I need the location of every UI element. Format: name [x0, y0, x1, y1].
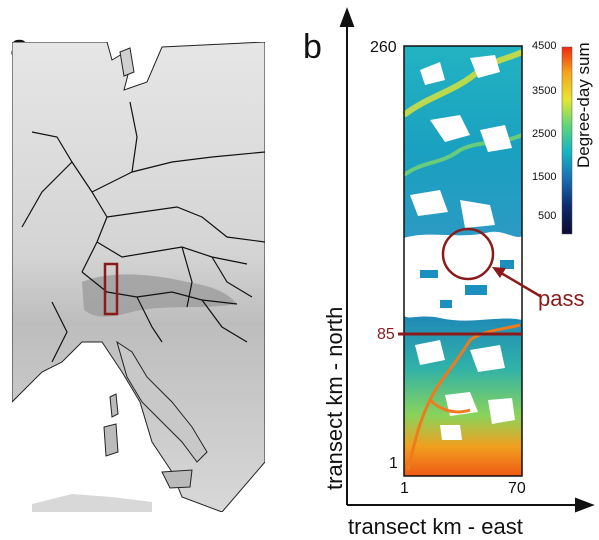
alps-relief: [82, 274, 237, 317]
pass-label: pass: [538, 286, 585, 311]
colorbar: [561, 46, 573, 235]
heatmap-frame: [403, 45, 523, 477]
x-tick-right: 70: [508, 480, 526, 497]
colorbar-tick-4500: 4500: [532, 40, 557, 52]
colorbar-tick-500: 500: [538, 210, 557, 222]
sicily: [161, 469, 193, 489]
glacier-patches-lower: [415, 340, 515, 440]
colorbar-title: Degree-day sum: [574, 42, 593, 168]
colorbar-tick-1500: 1500: [532, 171, 557, 183]
y-tick-bottom: 1: [389, 455, 398, 472]
x-tick-left: 1: [400, 480, 409, 497]
italy: [116, 340, 208, 463]
pass-arrow-line: [495, 268, 541, 298]
pass-arrowhead: [492, 267, 506, 278]
y-tick-top: 260: [370, 39, 397, 56]
colorbar-tick-2500: 2500: [532, 128, 557, 140]
denmark: [119, 47, 135, 77]
study-area-rectangle: [103, 262, 119, 316]
colorbar-tick-3500: 3500: [532, 85, 557, 97]
y-axis-arrowhead: [339, 7, 355, 27]
x-axis-label: transect km - east: [348, 514, 523, 539]
pass-band-fragments: [420, 260, 514, 308]
x-axis-arrowhead: [575, 497, 595, 513]
north-africa-coast: [32, 494, 152, 512]
europe-map: [12, 42, 265, 512]
panel-letter-b: b: [303, 28, 322, 66]
valley-lines: [406, 323, 521, 471]
country-borders: [21, 101, 265, 363]
transect-85-label: 85: [377, 326, 395, 343]
sardinia: [103, 423, 119, 457]
pass-circle: [441, 227, 495, 281]
glacier-patches-upper: [410, 55, 512, 228]
corsica: [109, 393, 119, 418]
y-axis-label: transect km - north: [322, 306, 347, 490]
axes: [339, 7, 595, 513]
